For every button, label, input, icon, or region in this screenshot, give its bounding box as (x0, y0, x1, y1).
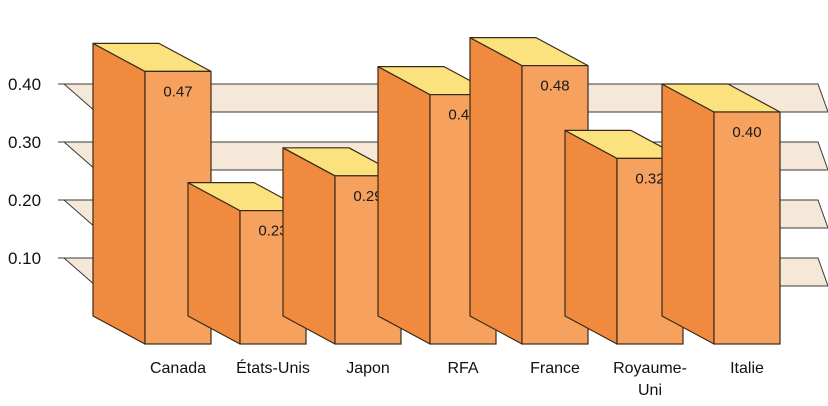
y-tick-label: 0.40 (8, 75, 41, 94)
bar-front-face (713, 111, 781, 345)
bar-side-face (469, 36, 523, 345)
bar-side-face (282, 147, 336, 345)
category-label: France (530, 360, 580, 377)
category-label: Japon (346, 360, 390, 377)
bar-side-face (92, 42, 146, 345)
bar-side-face (564, 129, 618, 345)
value-label: 0.23 (258, 223, 287, 240)
value-label: 0.47 (163, 83, 192, 100)
value-label: 0.32 (635, 170, 664, 187)
category-label: Royaume- (613, 360, 687, 377)
bars: 0.470.230.290.430.480.320.40 (92, 36, 781, 345)
y-tick-label: 0.20 (8, 191, 41, 210)
category-label: Italie (730, 360, 764, 377)
y-tick-label: 0.30 (8, 133, 41, 152)
value-label: 0.40 (732, 124, 761, 141)
category-label: Canada (150, 360, 206, 377)
y-tick-label: 0.10 (8, 249, 41, 268)
bar-side-face (661, 83, 715, 345)
value-label: 0.29 (353, 188, 382, 205)
category-label: États-Unis (236, 358, 310, 377)
category-label: Uni (638, 382, 662, 399)
value-label: 0.48 (540, 78, 569, 95)
bar-side-face (377, 65, 431, 345)
y-axis: 0.10 0.20 0.30 0.40 (8, 75, 66, 268)
category-label: RFA (447, 360, 478, 377)
bar: 0.23 (187, 182, 307, 345)
category-labels: Canada États-Unis Japon RFA France Royaume- Un… (150, 358, 764, 399)
bar: 0.40 (661, 83, 781, 345)
